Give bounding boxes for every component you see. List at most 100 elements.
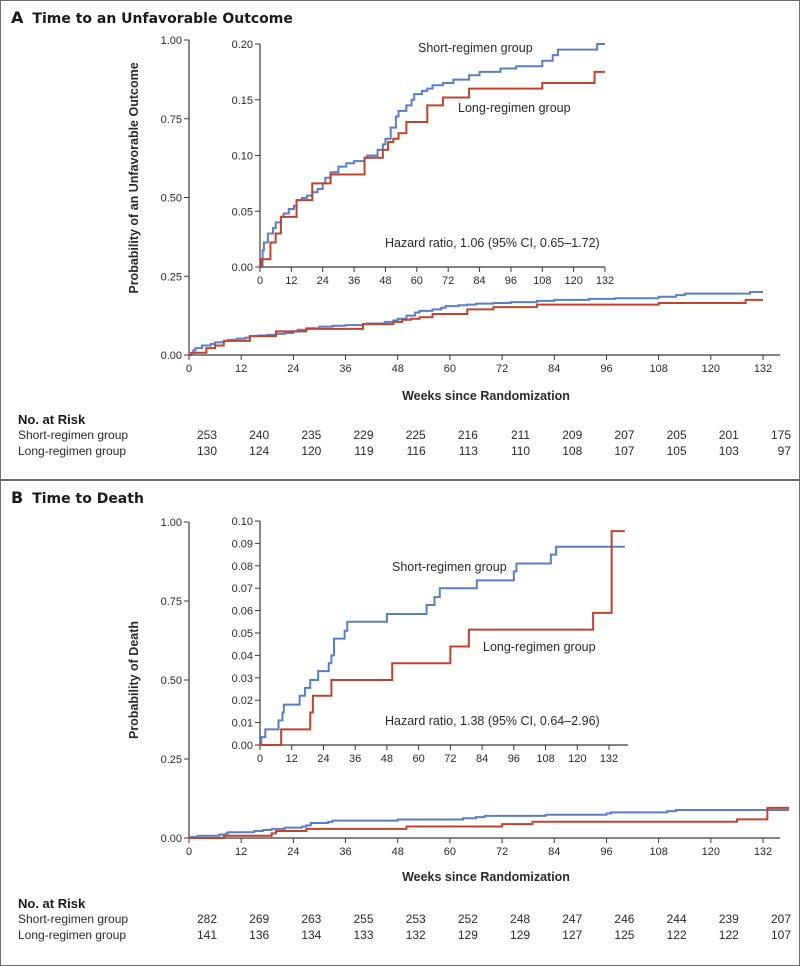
panel-b-y-axis-label: Probability of Death — [127, 621, 141, 739]
panel-a-title-text: Time to an Unfavorable Outcome — [32, 11, 293, 27]
panel-b-inset-y-tick-label: 0.05 — [232, 628, 253, 640]
risk-count: 225 — [405, 428, 426, 442]
risk-count: 175 — [770, 428, 791, 442]
panel-a-inset-x-tick-label: 72 — [442, 275, 454, 287]
panel-b-main-y-tick-label: 0.25 — [161, 754, 182, 766]
risk-count: 253 — [196, 428, 217, 442]
risk-count: 255 — [353, 912, 374, 926]
risk-count: 211 — [510, 428, 531, 442]
panel-b-inset-x-tick-label: 120 — [568, 753, 586, 765]
panel-a-risk-row-long-regimen: Long-regimen group 130 124 120 119 116 113 110 1… — [18, 444, 791, 460]
panel-a-main-x-tick-label: 0 — [186, 363, 192, 375]
risk-count: 229 — [353, 428, 374, 442]
risk-count: 103 — [718, 444, 739, 458]
panel-a-chart: 0.00 0.25 0.50 0.75 1.00 0 12 24 36 48 60 72 84 96 108… — [127, 35, 780, 403]
risk-row-label: Short-regimen group — [18, 428, 129, 442]
panel-b-inset-y-tick-label: 0.01 — [232, 718, 253, 730]
risk-count: 201 — [718, 428, 739, 442]
panel-a-main-y-tick-label: 1.00 — [161, 35, 182, 47]
panel-a-inset-x-tick-label: 0 — [257, 275, 263, 287]
panel-b-main-x-tick-label: 36 — [339, 846, 351, 858]
panel-a-inset-y-tick-label: 0.00 — [232, 262, 253, 274]
panel-a-risk-table-header: No. at Risk — [18, 412, 86, 427]
risk-row-label: Long-regimen group — [18, 928, 127, 942]
panel-a-inset-y-tick-label: 0.05 — [232, 206, 253, 218]
panel-a-main-line-long-regimen — [189, 298, 763, 356]
panel-b-inset-y-tick-label: 0.08 — [232, 561, 253, 573]
panel-b-main-x-tick-label: 60 — [444, 846, 456, 858]
panel-b-inset-x-tick-label: 0 — [257, 753, 263, 765]
panel-b-inset-x-tick-label: 132 — [600, 753, 618, 765]
panel-b-main-x-tick-label: 72 — [496, 846, 508, 858]
risk-count: 252 — [457, 912, 478, 926]
panel-b-main-line-short-regimen — [189, 809, 790, 839]
panel-b-main-x-tick-label: 108 — [649, 846, 667, 858]
panel-b-inset-label-short-regimen: Short-regimen group — [392, 560, 507, 574]
panel-b-main-y-tick-label: 0.00 — [161, 833, 182, 845]
risk-count: 125 — [614, 928, 635, 942]
panel-a-inset-x-tick-label: 36 — [348, 275, 360, 287]
panel-b-title-text: Time to Death — [32, 491, 144, 507]
risk-count: 124 — [249, 444, 270, 458]
risk-count: 97 — [777, 444, 791, 458]
risk-count: 209 — [562, 428, 583, 442]
panel-a-main-x-tick-label: 108 — [649, 363, 667, 375]
panel-a-inset-label-short-regimen: Short-regimen group — [418, 41, 533, 55]
panel-a-inset-line-short-regimen — [260, 43, 605, 268]
panel-b-main-line-long-regimen — [189, 806, 790, 839]
risk-count: 282 — [196, 912, 217, 926]
panel-a-main-y-tick-label: 0.75 — [161, 114, 182, 126]
panel-a-inset-x-tick-label: 120 — [564, 275, 582, 287]
panel-a-main-x-tick-label: 72 — [496, 363, 508, 375]
risk-count: 269 — [249, 912, 270, 926]
risk-count: 107 — [770, 928, 791, 942]
panel-b-inset-x-tick-label: 48 — [381, 753, 393, 765]
panel-b-main-x-tick-label: 120 — [702, 846, 720, 858]
risk-count: 134 — [301, 928, 322, 942]
panel-a-inset-x-tick-label: 96 — [505, 275, 517, 287]
panel-a-main-x-tick-label: 120 — [702, 363, 720, 375]
panel-b-inset-x-tick-label: 84 — [476, 753, 488, 765]
risk-count: 136 — [249, 928, 270, 942]
risk-count: 119 — [354, 444, 374, 458]
panel-b-inset-x-tick-label: 108 — [536, 753, 554, 765]
risk-count: 244 — [666, 912, 687, 926]
panel-b-main-x-tick-label: 132 — [754, 846, 772, 858]
panel-divider — [0, 479, 800, 481]
risk-count: 207 — [614, 428, 635, 442]
panel-a-main-x-tick-label: 12 — [235, 363, 247, 375]
panel-a-x-axis-label: Weeks since Randomization — [402, 389, 570, 403]
risk-count: 248 — [510, 912, 531, 926]
panel-a-main-x-tick-label: 84 — [548, 363, 560, 375]
panel-a-risk-row-short-regimen: Short-regimen group 253 240 235 229 225 216 211… — [18, 428, 791, 444]
panel-b-inset-x-tick-label: 36 — [349, 753, 361, 765]
risk-count: 122 — [718, 928, 739, 942]
panel-a-inset-y-tick-label: 0.15 — [232, 95, 253, 107]
risk-count: 120 — [301, 444, 322, 458]
risk-count: 235 — [301, 428, 322, 442]
risk-count: 207 — [770, 912, 791, 926]
risk-count: 129 — [457, 928, 478, 942]
panel-b-x-axis-label: Weeks since Randomization — [402, 870, 570, 884]
panel-a-inset-x-tick-label: 48 — [379, 275, 391, 287]
panel-b-main-y-tick-label: 1.00 — [161, 517, 182, 529]
panel-b-inset-label-long-regimen: Long-regimen group — [483, 640, 596, 654]
panel-a-inset-y-tick-label: 0.20 — [232, 39, 253, 51]
panel-a-inset-x-tick-label: 24 — [317, 275, 329, 287]
panel-b-main-x-tick-label: 24 — [287, 846, 299, 858]
risk-count: 205 — [666, 428, 687, 442]
panel-b-inset-y-tick-label: 0.03 — [232, 673, 253, 685]
panel-b-main-x-tick-label: 96 — [600, 846, 612, 858]
risk-count: 133 — [353, 928, 374, 942]
panel-a-y-axis-label: Probability of an Unfavorable Outcome — [127, 62, 141, 293]
panel-b-chart: 0.00 0.25 0.50 0.75 1.00 0 12 24 36 48 60 72 84 96 108… — [127, 516, 790, 884]
panel-b-inset-x-tick-label: 24 — [317, 753, 329, 765]
panel-a-main-y-tick-label: 0.25 — [161, 271, 182, 283]
panel-b-inset-y-tick-label: 0.10 — [232, 516, 253, 528]
panel-a-risk-table: No. at Risk Short-regimen group 253 240 235 2… — [18, 412, 791, 460]
panel-a-main-x-tick-label: 60 — [444, 363, 456, 375]
panel-b-risk-row-short-regimen: Short-regimen group 282 269 263 255 253 252 248… — [18, 912, 791, 928]
panel-a-hazard-ratio-annotation: Hazard ratio, 1.06 (95% CI, 0.65–1.72) — [385, 236, 600, 250]
risk-count: 240 — [249, 428, 270, 442]
panel-b-risk-table-header: No. at Risk — [18, 896, 86, 911]
